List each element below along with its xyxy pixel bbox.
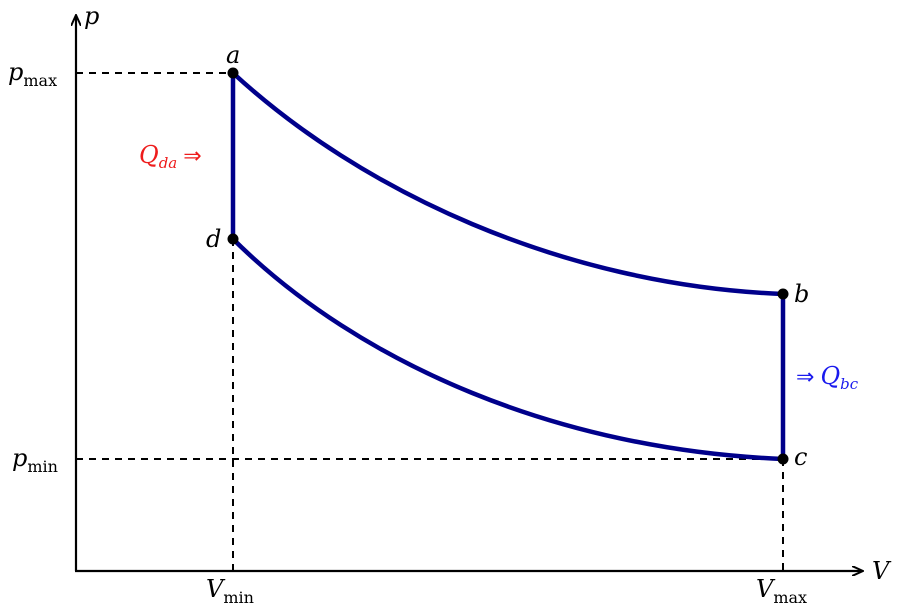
state-c-label: c xyxy=(794,443,807,471)
state-c-point xyxy=(777,453,789,465)
state-a-label: a xyxy=(226,41,240,69)
state-b-label: b xyxy=(794,280,809,308)
state-d-point xyxy=(227,233,239,245)
state-d-label: d xyxy=(206,225,221,253)
state-b: b xyxy=(777,280,809,308)
x-axis-label: V xyxy=(872,557,892,585)
state-a-point xyxy=(227,67,239,79)
y-tick-pmin: pmin xyxy=(12,444,58,476)
state-c: c xyxy=(777,443,807,471)
y-axis-label: p xyxy=(84,2,99,30)
state-b-point xyxy=(777,288,789,300)
process-c-d xyxy=(230,236,786,462)
state-d: d xyxy=(206,225,239,253)
x-tick-vmin: Vmin xyxy=(206,575,254,607)
state-a: a xyxy=(226,41,240,79)
heat-in-label: Qda ⇒ xyxy=(139,141,202,172)
y-tick-pmax: pmax xyxy=(8,58,57,90)
x-tick-vmax: Vmax xyxy=(756,575,807,607)
process-a-b xyxy=(230,70,786,297)
heat-out-label: ⇒ Qbc xyxy=(796,362,859,393)
